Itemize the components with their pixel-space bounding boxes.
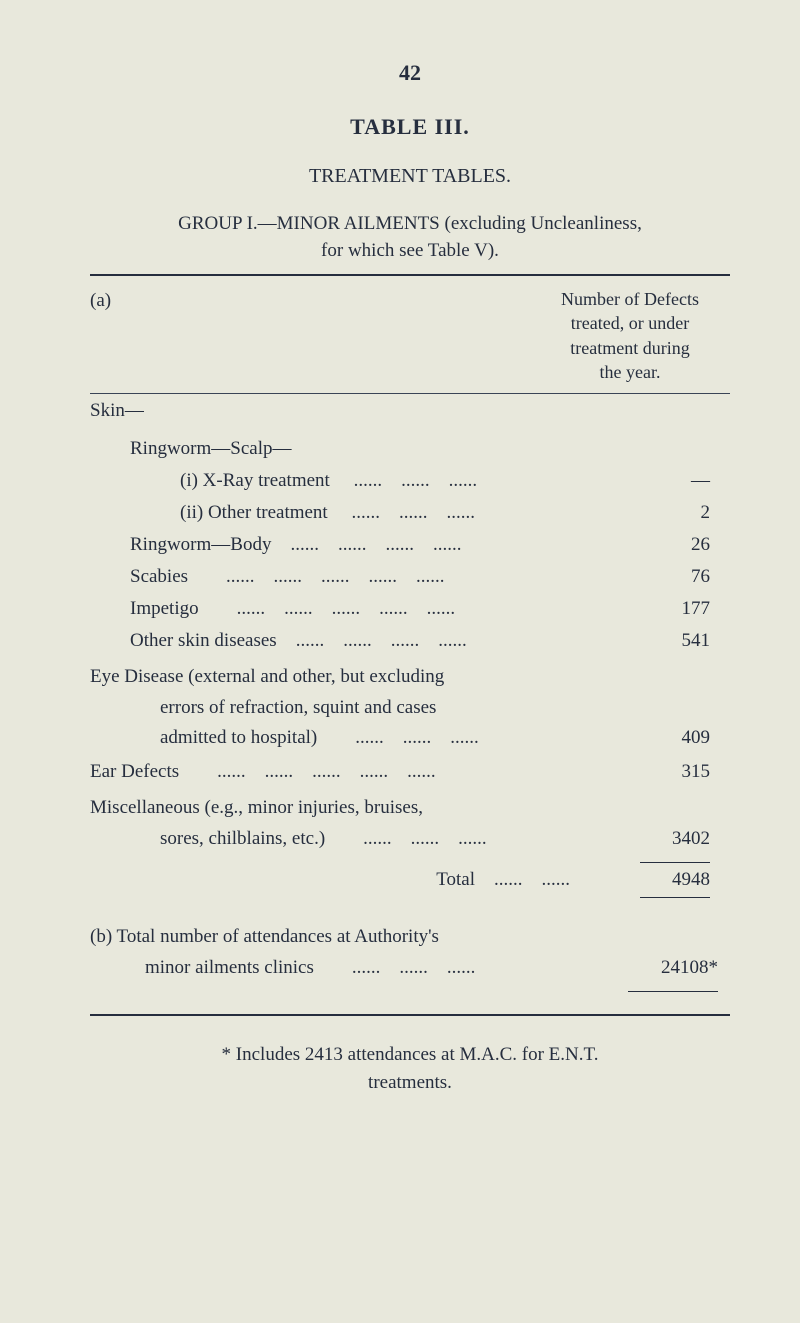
page-number: 42: [90, 60, 730, 86]
row-impetigo: Impetigo ...... ...... ...... ...... ...…: [90, 598, 730, 620]
eye-disease-l1: Eye Disease (external and other, but exc…: [90, 666, 444, 687]
row-other-skin: Other skin diseases ...... ...... ......…: [90, 630, 730, 652]
row-ringworm-scalp: Ringworm—Scalp—: [90, 438, 730, 460]
row-ear-defects: Ear Defects ...... ...... ...... ...... …: [90, 761, 730, 783]
rule-after-b: [628, 991, 718, 992]
section-a-header: (a) Number of Defects treated, or under …: [90, 282, 730, 389]
value-eye-disease: 409: [620, 723, 730, 753]
subtitle: TREATMENT TABLES.: [90, 165, 730, 188]
misc-l1: Miscellaneous (e.g., minor injuries, bru…: [90, 797, 423, 818]
label-ringworm-body: Ringworm—Body ...... ...... ...... .....…: [90, 534, 620, 556]
value-total: 4948: [620, 869, 730, 891]
row-ringworm-body: Ringworm—Body ...... ...... ...... .....…: [90, 534, 730, 556]
label-total: Total ...... ......: [436, 869, 570, 891]
rule-top: [90, 274, 730, 276]
value-miscellaneous: 3402: [620, 824, 730, 854]
group-heading-line2: for which see Table V).: [90, 240, 730, 262]
value-section-b: 24108*: [608, 953, 730, 983]
label-other-skin: Other skin diseases ...... ...... ......…: [90, 630, 620, 652]
column-header: Number of Defects treated, or under trea…: [530, 287, 730, 384]
footnote-l1: * Includes 2413 attendances at M.A.C. fo…: [222, 1044, 599, 1065]
rule-before-footnote: [90, 1014, 730, 1016]
col-header-l1: Number of Defects: [561, 289, 699, 309]
group-heading-line1: GROUP I.—MINOR AILMENTS (excluding Uncle…: [90, 213, 730, 235]
footnote: * Includes 2413 attendances at M.A.C. fo…: [90, 1041, 730, 1098]
col-header-l4: the year.: [600, 362, 661, 382]
label-scabies: Scabies ...... ...... ...... ...... ....…: [90, 566, 620, 588]
row-total: Total ...... ...... 4948: [90, 869, 730, 891]
value-xray: —: [620, 470, 730, 492]
rule-before-total: [640, 862, 710, 863]
rule-after-total: [640, 897, 710, 898]
skin-heading: Skin—: [90, 400, 730, 422]
footnote-l2: treatments.: [368, 1072, 452, 1093]
col-header-l2: treated, or under: [571, 313, 689, 333]
label-other-treatment: (ii) Other treatment ...... ...... .....…: [90, 502, 620, 524]
label-ringworm-scalp: Ringworm—Scalp—: [90, 438, 620, 460]
value-ear-defects: 315: [620, 761, 730, 783]
value-scabies: 76: [620, 566, 730, 588]
label-xray: (i) X-Ray treatment ...... ...... ......: [90, 470, 620, 492]
value-ringworm-body: 26: [620, 534, 730, 556]
section-b-l1: (b) Total number of attendances at Autho…: [90, 926, 439, 947]
value-other-treatment: 2: [620, 502, 730, 524]
table-title: TABLE III.: [90, 114, 730, 140]
label-impetigo: Impetigo ...... ...... ...... ...... ...…: [90, 598, 620, 620]
label-ear-defects: Ear Defects ...... ...... ...... ...... …: [90, 761, 620, 783]
row-scabies: Scabies ...... ...... ...... ...... ....…: [90, 566, 730, 588]
row-other-treatment: (ii) Other treatment ...... ...... .....…: [90, 502, 730, 524]
row-eye-disease: Eye Disease (external and other, but exc…: [90, 662, 730, 753]
section-b: (b) Total number of attendances at Autho…: [90, 922, 730, 983]
document-page: 42 TABLE III. TREATMENT TABLES. GROUP I.…: [0, 0, 800, 1323]
col-header-l3: treatment during: [570, 338, 689, 358]
value-impetigo: 177: [620, 598, 730, 620]
rule-under-header: [90, 393, 730, 394]
row-xray: (i) X-Ray treatment ...... ...... ......…: [90, 470, 730, 492]
eye-disease-l2: errors of refraction, squint and cases: [90, 693, 730, 723]
value-other-skin: 541: [620, 630, 730, 652]
section-a-label: (a): [90, 287, 111, 312]
row-miscellaneous: Miscellaneous (e.g., minor injuries, bru…: [90, 793, 730, 854]
